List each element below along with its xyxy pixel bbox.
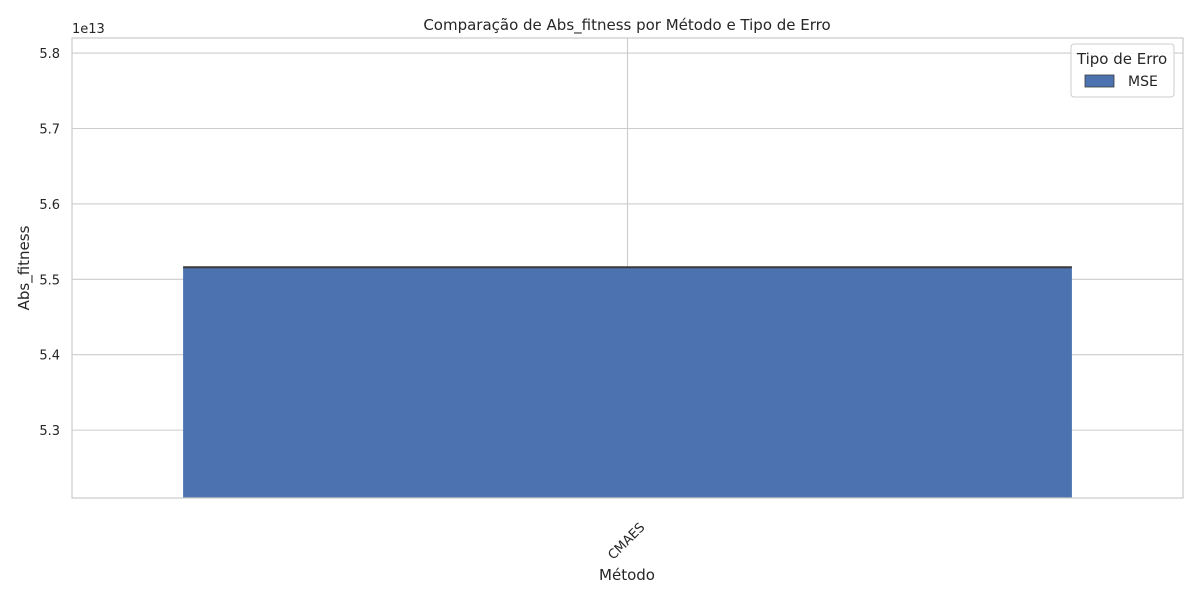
legend-swatch-mse bbox=[1084, 74, 1115, 88]
chart-title: Comparação de Abs_fitness por Método e T… bbox=[423, 16, 830, 35]
y-tick-label: 5.5 bbox=[39, 273, 60, 288]
legend-title: Tipo de Erro bbox=[1076, 50, 1167, 68]
y-tick-label: 5.3 bbox=[39, 424, 60, 439]
bar-mse bbox=[183, 267, 1072, 498]
legend-label-mse: MSE bbox=[1128, 74, 1158, 90]
y-tick-label: 5.6 bbox=[39, 198, 60, 213]
y-tick-label: 5.4 bbox=[39, 349, 60, 364]
y-tick-label: 5.8 bbox=[39, 47, 60, 62]
x-tick-label: CMAES bbox=[605, 520, 648, 563]
x-tick-labels: CMAES bbox=[605, 520, 648, 563]
plot-frame bbox=[71, 37, 1184, 499]
y-tick-labels: 5.3 5.4 5.5 5.6 5.7 5.8 bbox=[39, 47, 60, 439]
y-tick-label: 5.7 bbox=[39, 122, 60, 137]
legend: Tipo de Erro MSE bbox=[1070, 43, 1175, 98]
y-axis-label: Abs_fitness bbox=[15, 225, 34, 310]
bars bbox=[183, 266, 1072, 498]
y-offset-label: 1e13 bbox=[72, 22, 105, 37]
x-axis-label: Método bbox=[599, 566, 655, 584]
